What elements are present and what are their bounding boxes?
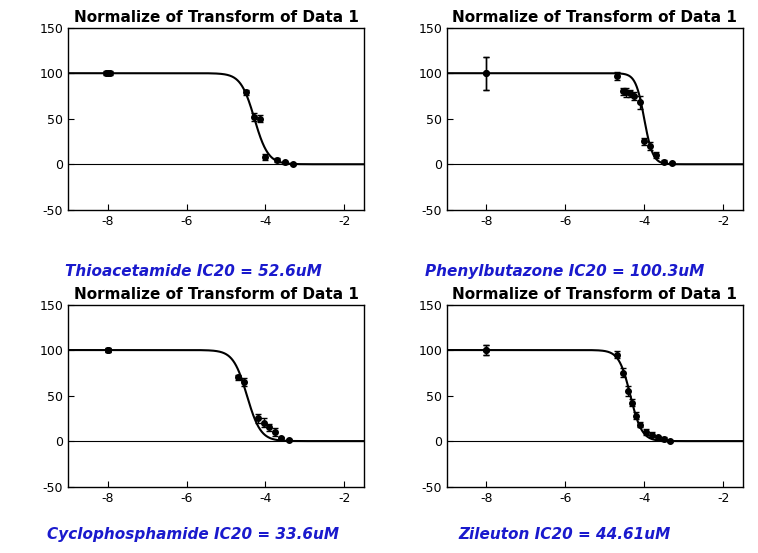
Text: Phenylbutazone IC20 = 100.3uM: Phenylbutazone IC20 = 100.3uM	[425, 264, 704, 279]
Title: Normalize of Transform of Data 1: Normalize of Transform of Data 1	[453, 10, 738, 25]
Text: Thioacetamide IC20 = 52.6uM: Thioacetamide IC20 = 52.6uM	[65, 264, 321, 279]
Text: Zileuton IC20 = 44.61uM: Zileuton IC20 = 44.61uM	[459, 527, 671, 542]
Title: Normalize of Transform of Data 1: Normalize of Transform of Data 1	[453, 287, 738, 302]
Title: Normalize of Transform of Data 1: Normalize of Transform of Data 1	[74, 10, 359, 25]
Title: Normalize of Transform of Data 1: Normalize of Transform of Data 1	[74, 287, 359, 302]
Text: Cyclophosphamide IC20 = 33.6uM: Cyclophosphamide IC20 = 33.6uM	[47, 527, 340, 542]
